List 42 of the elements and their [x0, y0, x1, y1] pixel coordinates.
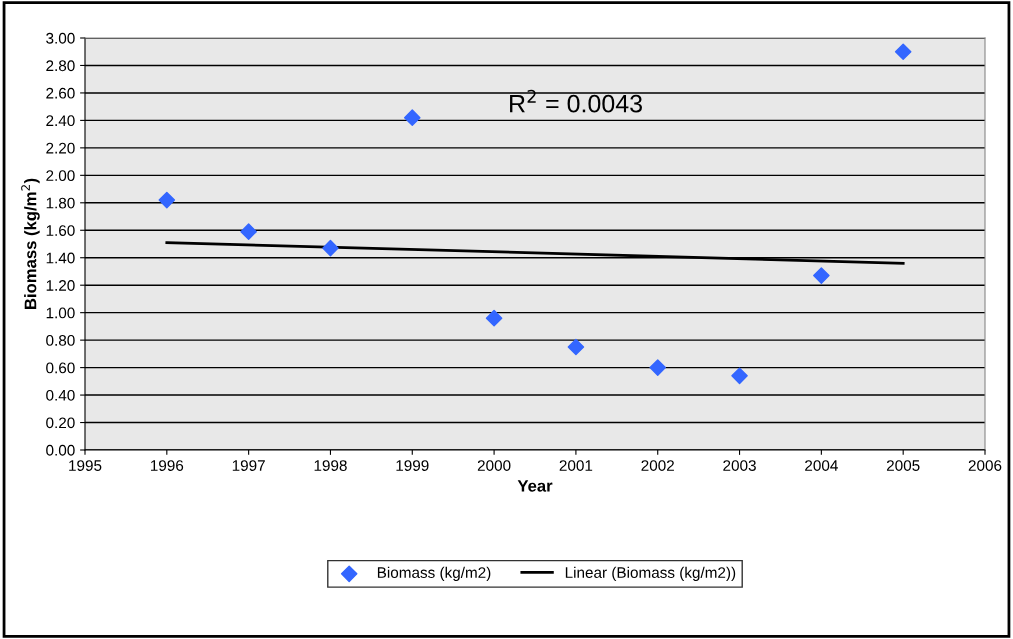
y-tick-label: 2.40	[46, 115, 75, 127]
legend-label: Linear (Biomass (kg/m2))	[565, 566, 736, 581]
y-tick-label: 1.60	[46, 225, 75, 236]
y-tick-label: 0.00	[46, 444, 75, 456]
y-axis-title: Biomass (kg/m$^{2}$)	[21, 178, 40, 309]
x-tick-label: 2000	[477, 460, 511, 471]
x-tick-label: 1998	[314, 460, 347, 471]
y-tick-label: 0.80	[46, 335, 75, 346]
y-tick-label: 2.80	[46, 60, 75, 72]
y-tick-label: 1.40	[46, 252, 75, 264]
x-tick-label: 2004	[805, 460, 838, 471]
point	[567, 338, 585, 356]
x-tick-label: 2006	[968, 460, 1002, 471]
x-tick-label: 2005	[886, 460, 920, 471]
y-tick-label: 2.60	[46, 87, 75, 99]
point	[158, 191, 176, 209]
y-tick-label: 3.00	[46, 32, 75, 44]
point	[813, 267, 830, 284]
x-tick-label: 2002	[641, 460, 674, 471]
point	[485, 309, 503, 327]
y-tick-label: 0.20	[46, 417, 75, 429]
y-tick-label: 1.20	[46, 280, 75, 291]
x-tick-label: 1997	[232, 460, 265, 471]
point	[649, 359, 667, 376]
legend-label: Biomass (kg/m2)	[377, 566, 491, 581]
x-tick-label: 1995	[69, 460, 102, 471]
y-tick-label: 1.00	[46, 307, 75, 319]
point	[240, 223, 257, 240]
point	[731, 367, 748, 385]
y-tick-label: 0.40	[46, 389, 75, 401]
x-tick-label: 2001	[559, 460, 593, 471]
point	[403, 109, 421, 126]
y-tick-label: 1.80	[46, 197, 75, 209]
x-tick-label: 1996	[150, 460, 184, 471]
x-tick-label: 2003	[723, 460, 756, 471]
point	[322, 239, 339, 257]
x-axis-title: Year	[517, 480, 553, 492]
x-tick-label: 1999	[396, 460, 429, 471]
y-tick-label: 0.60	[46, 362, 75, 374]
y-tick-label: 2.00	[46, 170, 75, 182]
y-tick-label: 2.20	[46, 142, 75, 154]
point	[894, 43, 912, 61]
